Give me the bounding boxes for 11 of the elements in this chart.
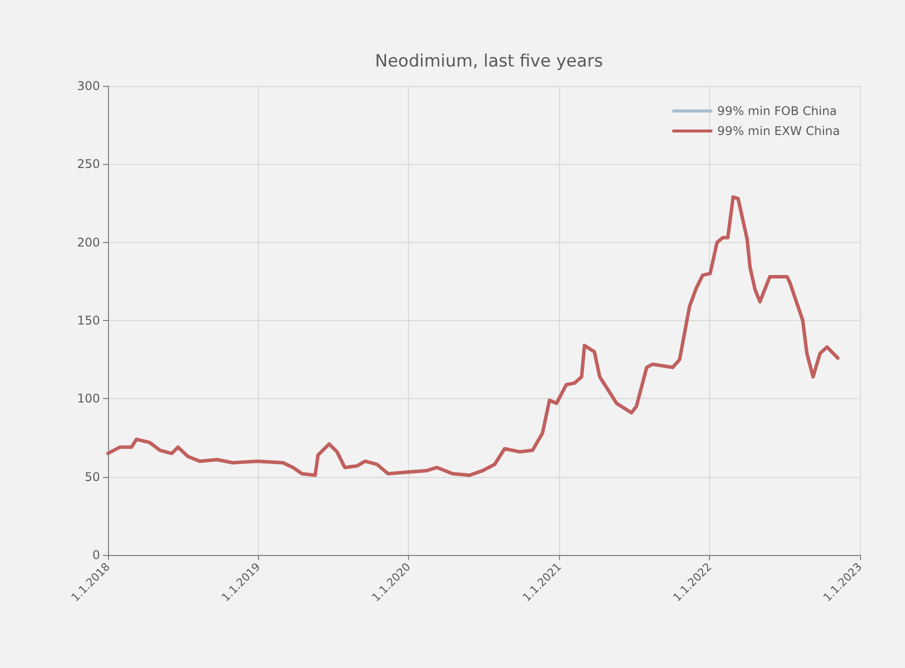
y-tick-label: 0 <box>92 548 100 562</box>
line-series <box>106 195 840 478</box>
legend-label: 99% min EXW China <box>717 124 840 138</box>
y-tick-label: 300 <box>77 79 100 93</box>
y-tick-label: 200 <box>77 235 100 250</box>
legend-label: 99% min FOB China <box>717 104 837 118</box>
chart-title: Neodimium, last five years <box>375 52 604 72</box>
y-tick-label: 250 <box>77 157 100 172</box>
y-tick-label: 100 <box>77 392 100 406</box>
y-tick-label: 150 <box>77 314 100 328</box>
y-tick-label: 50 <box>84 470 100 484</box>
